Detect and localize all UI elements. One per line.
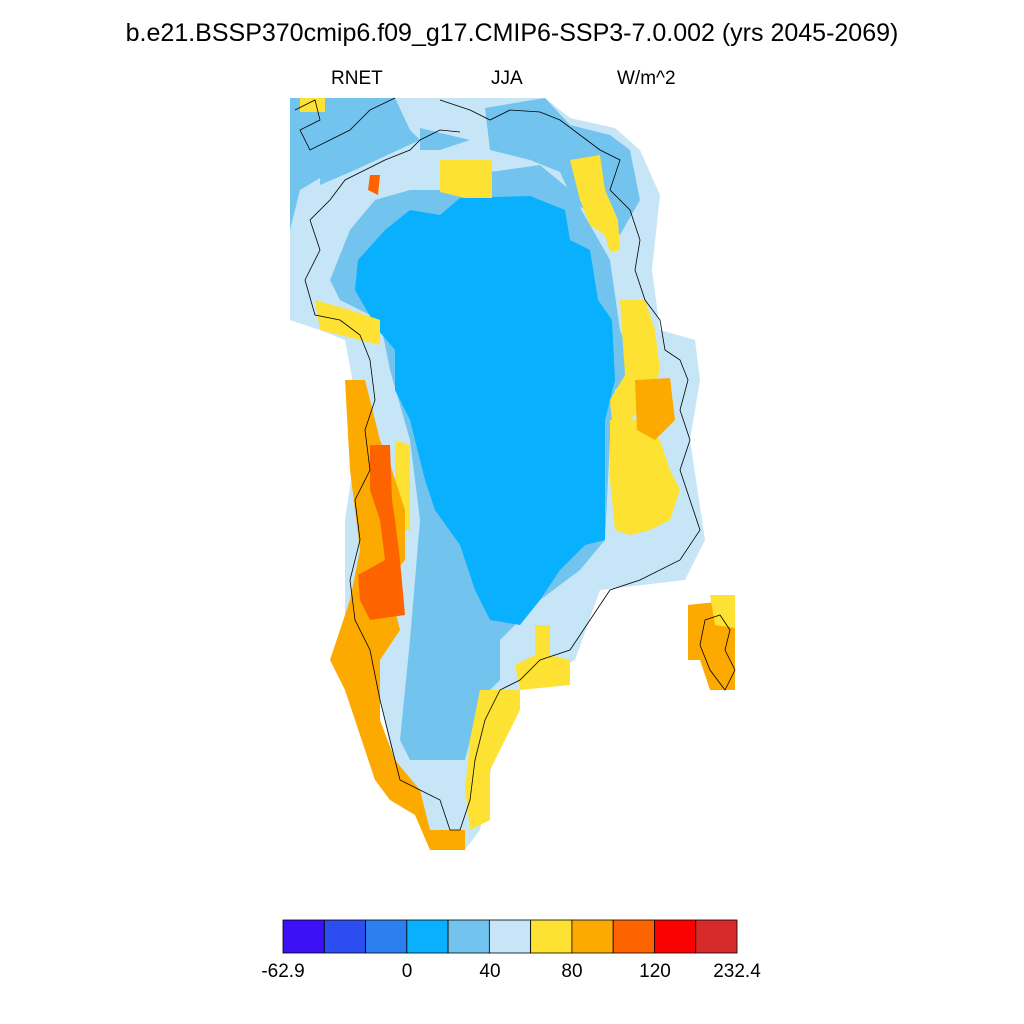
- colorbar-swatch: [406, 919, 449, 954]
- rnet-field: [290, 97, 736, 850]
- coastline: [294, 97, 701, 831]
- colorbar-tick-label: 40: [479, 961, 501, 982]
- dark-orange-zone-nw: [368, 175, 380, 195]
- colorbar-swatch: [323, 919, 366, 954]
- colorbar-swatch: [695, 919, 738, 954]
- colorbar-swatch: [571, 919, 614, 954]
- colorbar-tick-label: 120: [639, 961, 671, 982]
- season-label: JJA: [491, 68, 523, 89]
- medium-blue-zone: [290, 98, 350, 230]
- greenland-map: [290, 97, 736, 850]
- colorbar-swatch: [488, 919, 532, 954]
- variable-label: RNET: [331, 68, 383, 89]
- colorbar-tick-label: -62.9: [261, 961, 305, 982]
- colorbar-swatch: [365, 919, 408, 954]
- yellow-zone-nw-coast: [315, 300, 380, 345]
- yellow-zone-north: [440, 160, 492, 198]
- orange-zone-west: [330, 380, 465, 850]
- dark-orange-zone: [358, 445, 405, 620]
- colorbar-boxes: [282, 919, 738, 954]
- colorbar-swatch: [282, 919, 325, 954]
- colorbar-tick-label: 80: [561, 961, 583, 982]
- yellow-zone-ne: [570, 155, 620, 252]
- orange-zone-east: [635, 378, 675, 440]
- yellow-zone-south-tip: [465, 690, 520, 830]
- ice-sheet-interior: [355, 196, 615, 625]
- colorbar-swatch: [447, 919, 490, 954]
- yellow-zone-east-lower: [610, 420, 680, 535]
- colorbar-swatch: [654, 919, 697, 954]
- yellow-zone-nw: [300, 98, 325, 112]
- medium-blue-zone: [320, 98, 420, 185]
- colorbar-tick-label: 232.4: [713, 961, 761, 982]
- yellow-zone-east-island: [710, 595, 735, 628]
- plot-title: b.e21.BSSP370cmip6.f09_g17.CMIP6-SSP3-7.…: [125, 19, 899, 47]
- colorbar-swatch: [530, 919, 573, 954]
- colorbar-tick-label: 0: [401, 961, 413, 982]
- yellow-zone-south: [515, 625, 570, 690]
- coastline-east-island: [699, 614, 736, 691]
- colorbar-swatch: [612, 919, 655, 954]
- units-label: W/m^2: [617, 68, 676, 89]
